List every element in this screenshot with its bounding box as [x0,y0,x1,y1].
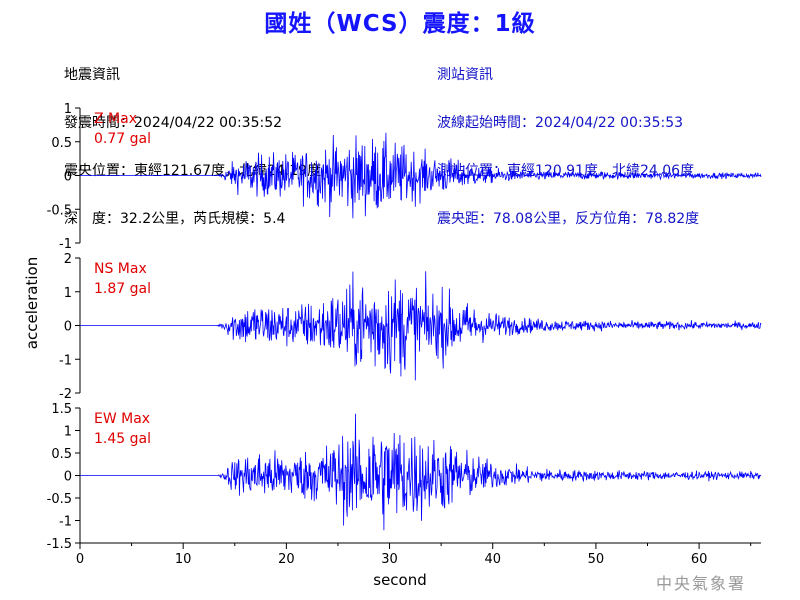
earthquake-info-heading: 地震資訊 [64,67,120,83]
ns-max-ytick-label: 0 [64,320,72,335]
y-axis-title: acceleration [23,257,41,349]
ew-max-trace [80,413,762,531]
xtick-label: 60 [691,552,708,567]
ew-max-ytick-label: -1.5 [47,537,72,552]
ns-max-ytick-label: -2 [59,387,72,402]
z-max-trace [80,132,762,219]
ew-max-ytick-label: -1 [59,515,72,530]
xtick-label: 20 [278,552,295,567]
z-max-ytick-label: -1 [59,237,72,252]
ns-max-ytick-label: 2 [64,252,72,267]
chart-title: 國姓（WCS）震度：1級 [264,11,536,37]
ew-max-label: EW Max [94,411,150,427]
ew-max-max-value: 1.45 gal [94,431,151,447]
depth-magnitude: 深 度：32.2公里，芮氏規模：5.4 [64,211,286,227]
xtick-label: 40 [484,552,501,567]
earthquake-info: 地震資訊 發震時間：2024/04/22 00:35:52 震央位置：東經121… [64,35,321,243]
z-max-max-value: 0.77 gal [94,131,151,147]
ns-max-label: NS Max [94,261,147,277]
station-info-heading: 測站資訊 [437,67,493,83]
x-axis-title: second [373,571,427,589]
ns-max-ytick-label: -1 [59,353,72,368]
xtick-label: 30 [381,552,398,567]
origin-time: 發震時間：2024/04/22 00:35:52 [64,115,283,131]
z-max-ytick-label: 0 [64,170,72,185]
xtick-label: 10 [175,552,192,567]
z-max-ytick-label: 1 [64,102,72,117]
ew-max-ytick-label: 1 [64,425,72,440]
waveform-start-time: 波線起始時間：2024/04/22 00:35:53 [437,115,684,131]
ns-max-ytick-label: 1 [64,286,72,301]
z-max-label: Z Max [94,111,137,127]
ew-max-ytick-label: -0.5 [47,492,72,507]
xtick-label: 0 [76,552,84,567]
ew-max-ytick-label: 0.5 [51,447,72,462]
epicentral-distance: 震央距：78.08公里，反方位角：78.82度 [437,211,700,227]
xtick-label: 50 [588,552,605,567]
station-info: 測站資訊 波線起始時間：2024/04/22 00:35:53 測站位置：東經1… [437,35,699,243]
agency-footer: 中央氣象署 [656,574,747,593]
ew-max-ytick-label: 0 [64,470,72,485]
z-max-ytick-label: -0.5 [47,203,72,218]
ns-max-trace [80,271,762,381]
ew-max-ytick-label: 1.5 [51,402,72,417]
z-max-ytick-label: 0.5 [51,136,72,151]
ns-max-max-value: 1.87 gal [94,281,151,297]
